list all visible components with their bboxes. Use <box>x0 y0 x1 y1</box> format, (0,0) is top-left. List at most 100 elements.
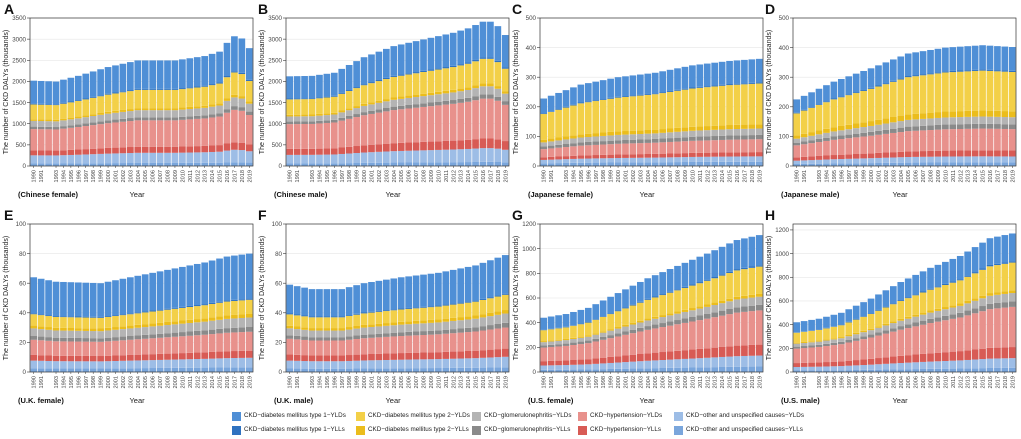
bar-segment <box>479 357 487 368</box>
bar-segment <box>890 286 897 304</box>
panel-subtitle: (U.S. male) <box>781 396 820 405</box>
bar-segment <box>323 113 331 116</box>
x-tick-label: 1993 <box>54 170 60 182</box>
bar-segment <box>223 150 231 163</box>
bar-segment <box>726 346 733 357</box>
bar-segment <box>890 152 897 158</box>
bar-segment <box>286 284 294 314</box>
bar-segment <box>30 80 38 104</box>
bar-segment <box>156 146 164 153</box>
bar-segment <box>74 328 82 331</box>
x-tick-label: 2009 <box>173 170 179 182</box>
y-tick-label: 200 <box>779 104 790 111</box>
y-tick-label: 3000 <box>12 36 26 43</box>
bar-segment <box>494 139 502 149</box>
bar-segment <box>412 94 420 98</box>
bar-segment <box>420 352 427 360</box>
bar-segment <box>134 312 142 314</box>
bar-segment <box>338 368 346 372</box>
bar-segment <box>800 163 808 166</box>
x-tick-label: 2015 <box>981 376 987 388</box>
bar-segment <box>1001 293 1009 303</box>
bar-segment <box>286 99 294 115</box>
bar-segment <box>338 117 346 121</box>
bar-segment <box>119 340 127 356</box>
bar-segment <box>368 368 375 372</box>
bar-segment <box>52 361 60 369</box>
x-tick-label: 2005 <box>906 376 912 388</box>
bar-segment <box>651 157 659 163</box>
bar-segment <box>442 67 450 69</box>
bar-segment <box>134 339 142 355</box>
y-tick-label: 1000 <box>268 121 282 128</box>
bar-segment <box>501 93 509 102</box>
bar-segment <box>97 356 104 362</box>
bar-segment <box>119 121 127 148</box>
bar-segment <box>179 162 186 166</box>
bar-segment <box>956 129 964 151</box>
bar-segment <box>584 321 592 323</box>
bar-segment <box>301 116 308 122</box>
bar-segment <box>666 128 674 133</box>
bar-segment <box>141 360 149 369</box>
bar-segment <box>882 62 890 84</box>
bar-segment <box>979 269 986 296</box>
bar-segment <box>562 136 570 140</box>
bar-segment <box>30 119 38 121</box>
bar-segment <box>345 287 353 316</box>
legend-item: CKD−hypertension−YLLs <box>578 425 661 435</box>
bar-segment <box>479 148 487 162</box>
bar-segment <box>971 156 979 163</box>
bar-segment <box>547 369 555 372</box>
bar-segment <box>231 72 238 95</box>
bar-segment <box>286 76 294 99</box>
bar-segment <box>186 265 194 306</box>
bar-segment <box>726 271 733 273</box>
bar-segment <box>622 154 629 158</box>
bar-segment <box>919 151 927 157</box>
bar-segment <box>986 45 994 70</box>
x-tick-label: 1991 <box>802 170 808 182</box>
bar-segment <box>808 370 815 372</box>
bar-segment <box>994 263 1001 266</box>
bar-segment <box>45 360 52 369</box>
bar-segment <box>927 368 934 372</box>
bar-segment <box>555 159 562 164</box>
bar-segment <box>89 125 97 149</box>
bar-segment <box>562 338 570 341</box>
bar-segment <box>1001 111 1009 118</box>
bar-segment <box>622 324 629 327</box>
bar-segment <box>134 88 142 90</box>
bar-segment <box>837 96 845 98</box>
bar-segment <box>666 91 674 129</box>
bar-segment <box>82 154 90 164</box>
bar-segment <box>457 88 465 92</box>
bar-segment <box>555 140 562 145</box>
bar-segment <box>949 307 957 315</box>
bar-segment <box>592 144 600 156</box>
bar-segment <box>487 98 494 139</box>
bar-segment <box>104 94 112 112</box>
bar-segment <box>208 84 216 86</box>
bar-segment <box>942 156 949 163</box>
x-tick-label: 1997 <box>84 170 90 182</box>
bar-segment <box>442 162 450 166</box>
bar-segment <box>216 113 223 117</box>
bar-segment <box>293 314 301 316</box>
y-tick-label: 3500 <box>12 15 26 22</box>
x-tick-label: 2004 <box>392 170 398 182</box>
bar-segment <box>875 369 882 372</box>
bar-segment <box>353 61 360 88</box>
bar-segment <box>134 335 142 340</box>
bar-segment <box>97 328 104 332</box>
bar-segment <box>301 368 308 372</box>
bar-segment <box>1001 150 1009 157</box>
bar-segment <box>52 119 60 122</box>
bar-segment <box>890 81 897 117</box>
bar-segment <box>971 162 979 166</box>
bar-segment <box>149 152 156 163</box>
bar-segment <box>659 327 666 353</box>
bar-segment <box>368 82 375 84</box>
bar-segment <box>464 358 472 368</box>
x-tick-label: 2015 <box>728 376 734 388</box>
